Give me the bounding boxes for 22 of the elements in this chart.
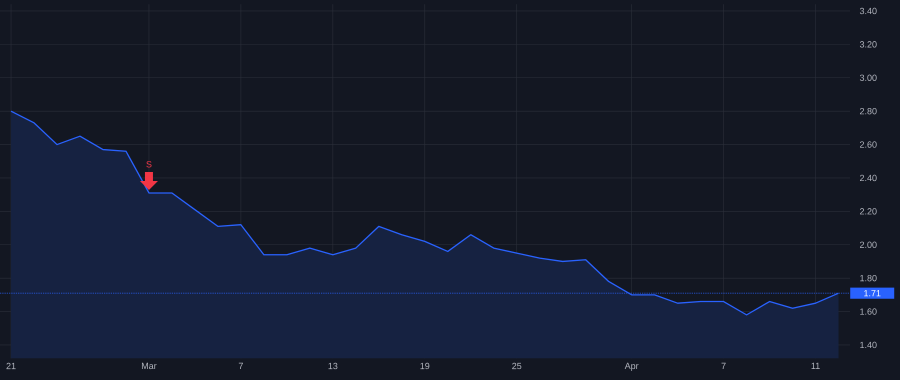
y-tick-label: 3.00 (860, 74, 877, 81)
y-tick-label: 2.20 (860, 208, 877, 215)
x-tick-label: Mar (142, 362, 157, 370)
y-tick-label: 2.80 (860, 108, 877, 114)
y-tick-label: 2.00 (860, 242, 877, 248)
annotation: S (146, 161, 152, 168)
y-tick-label: 1.60 (860, 308, 877, 315)
x-tick-label: 19 (420, 362, 430, 370)
x-tick-label: 11 (812, 362, 820, 369)
y-tick-label: 2.40 (860, 174, 877, 182)
y-tick-label: 1.80 (860, 274, 877, 282)
y-tick-label: 3.40 (860, 8, 877, 14)
y-tick-label: 3.20 (860, 41, 877, 48)
x-tick-label: Apr (624, 362, 638, 371)
ref-line-label: 1.71 (864, 290, 880, 296)
x-tick-label: 7 (722, 362, 726, 369)
y-tick-label: 1.40 (860, 342, 877, 348)
x-tick-label: 13 (328, 362, 338, 370)
y-tick-label: 2.60 (860, 141, 877, 148)
x-tick-label: 21 (6, 362, 16, 370)
x-tick-label: 7 (238, 362, 243, 369)
x-tick-label: 25 (512, 362, 522, 370)
